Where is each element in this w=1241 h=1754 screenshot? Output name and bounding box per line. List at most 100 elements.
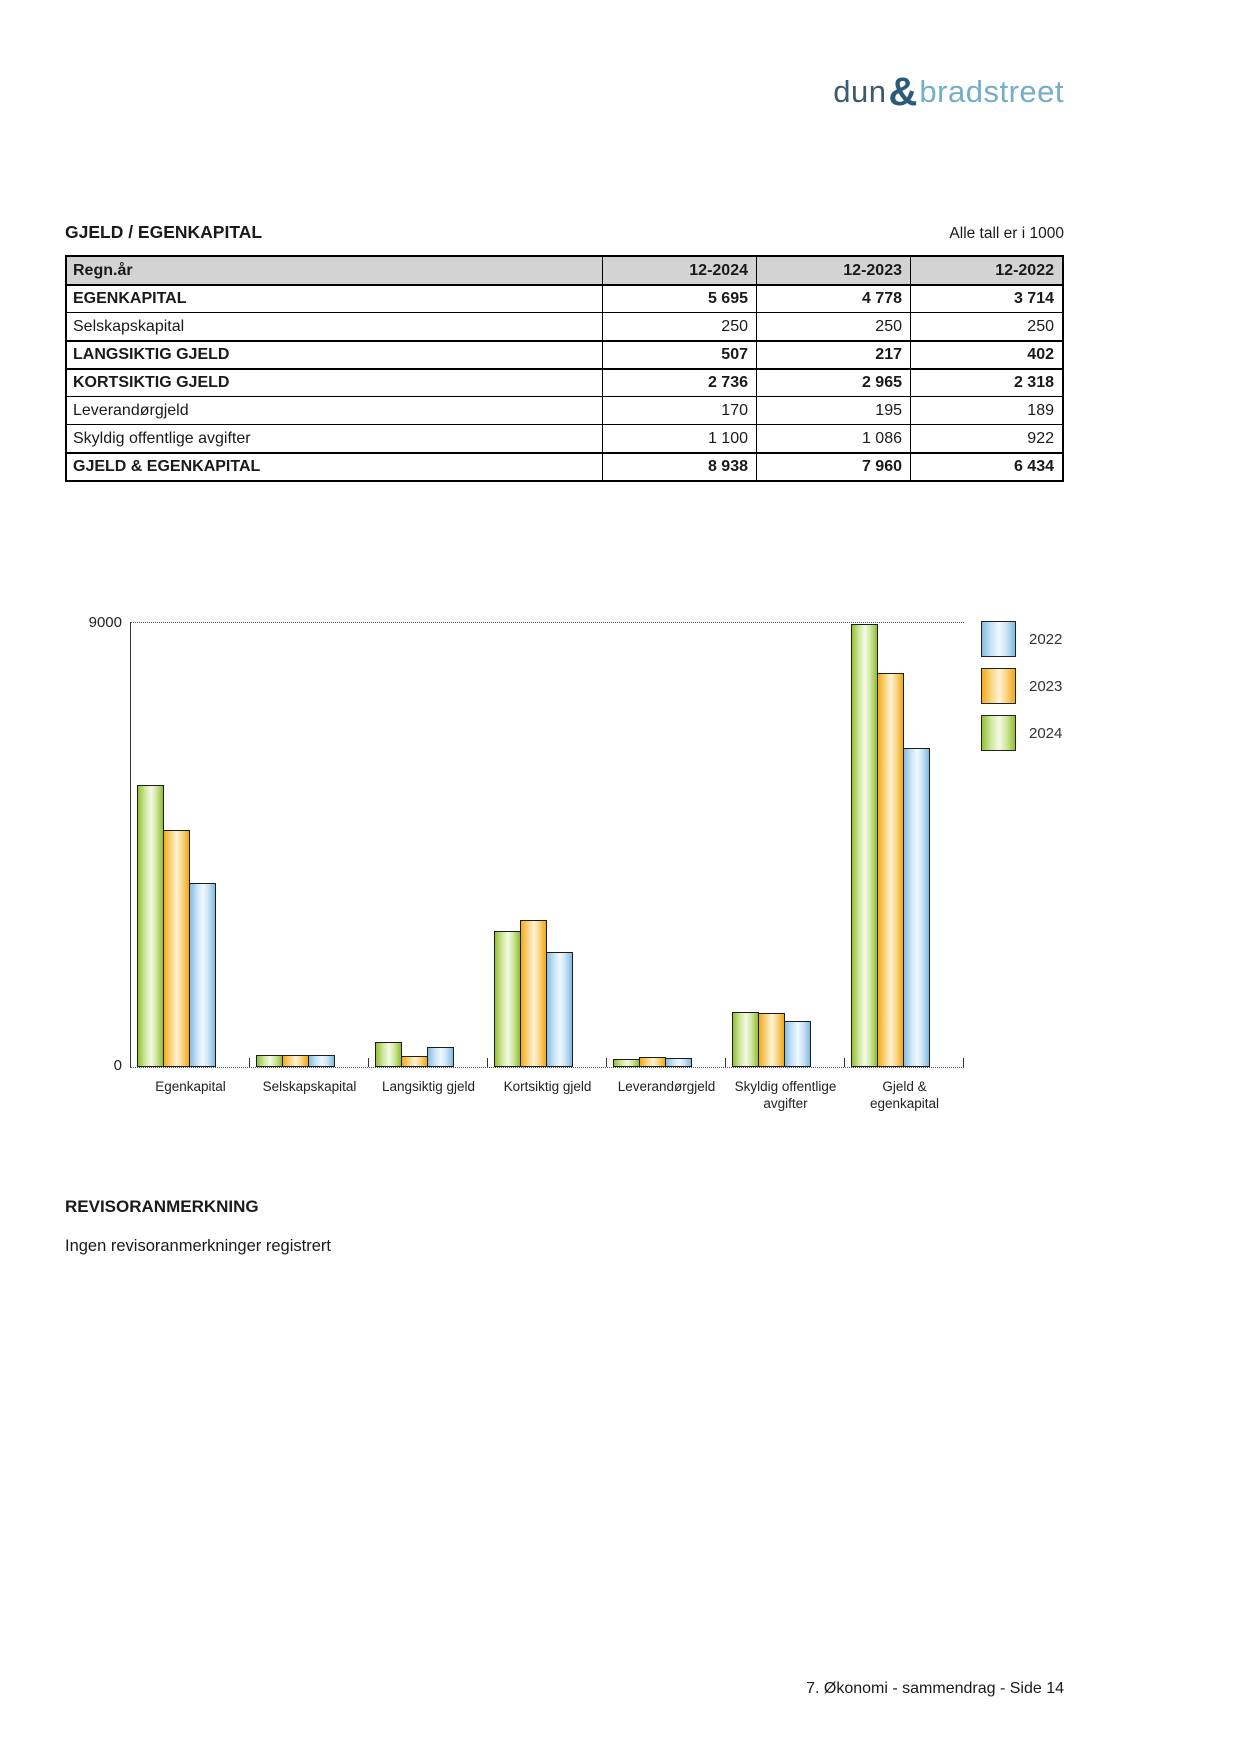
category-label: Selskapskapital xyxy=(262,1079,357,1094)
category-label: Kortsiktig gjeld xyxy=(503,1079,592,1094)
bar-group-gjeld-egenkapital: Gjeld & egenkapital xyxy=(845,623,964,1111)
row-value: 4 778 xyxy=(756,286,910,312)
table-row: Skyldig offentlige avgifter 1 100 1 086 922 xyxy=(67,424,1062,452)
row-value: 2 736 xyxy=(602,370,756,396)
row-value: 1 086 xyxy=(756,425,910,452)
x-axis-tick xyxy=(249,1058,250,1067)
bar-2024 xyxy=(256,1055,283,1067)
row-value: 402 xyxy=(910,342,1062,368)
row-label: Selskapskapital xyxy=(73,317,185,335)
column-header-year: 12-2024 xyxy=(602,257,756,284)
x-axis-tick xyxy=(606,1058,607,1067)
ampersand-icon: & xyxy=(888,70,918,114)
category-label: Leverandørgjeld xyxy=(617,1079,716,1094)
row-label: Leverandørgjeld xyxy=(73,401,189,419)
row-value: 250 xyxy=(602,313,756,340)
bar-2022 xyxy=(308,1055,335,1067)
legend-item-2024: 2024 xyxy=(981,715,1062,751)
legend-item-2023: 2023 xyxy=(981,668,1062,704)
y-axis-label-min: 0 xyxy=(113,1057,122,1074)
table-row: GJELD & EGENKAPITAL 8 938 7 960 6 434 xyxy=(67,452,1062,480)
table-header-row: Regn.år 12-2024 12-2023 12-2022 xyxy=(67,257,1062,284)
legend-item-2022: 2022 xyxy=(981,621,1062,657)
row-value: 922 xyxy=(910,425,1062,452)
table-row: LANGSIKTIG GJELD 507 217 402 xyxy=(67,340,1062,368)
page-title: GJELD / EGENKAPITAL xyxy=(65,222,263,242)
table-row: Leverandørgjeld 170 195 189 xyxy=(67,396,1062,424)
bar-2024 xyxy=(137,785,164,1067)
row-value: 7 960 xyxy=(756,454,910,480)
row-value: 6 434 xyxy=(910,454,1062,480)
bar-2023 xyxy=(520,920,547,1067)
row-value: 8 938 xyxy=(602,454,756,480)
bar-2023 xyxy=(282,1055,309,1067)
bar-2024 xyxy=(851,624,878,1067)
category-label: Gjeld & egenkapital xyxy=(869,1079,940,1111)
y-axis-label-max: 9000 xyxy=(88,614,122,631)
bar-group-skyldig-offentlige-avgifter: Skyldig offentlige avgifter xyxy=(726,623,845,1111)
x-axis-tick xyxy=(487,1058,488,1067)
row-label: Skyldig offentlige avgifter xyxy=(73,429,251,447)
category-label: Egenkapital xyxy=(155,1079,226,1094)
bar-chart-plot-area: Egenkapital Selskapskapital Langsiktig gje… xyxy=(130,622,964,1111)
logo-text-bradstreet: bradstreet xyxy=(919,74,1064,109)
x-axis-tick xyxy=(368,1058,369,1067)
bar-2022 xyxy=(784,1021,811,1067)
category-label: Skyldig offentlige avgifter xyxy=(734,1079,837,1111)
row-value: 3 714 xyxy=(910,286,1062,312)
row-value: 2 318 xyxy=(910,370,1062,396)
category-label: Langsiktig gjeld xyxy=(381,1079,476,1094)
bar-2022 xyxy=(189,883,216,1067)
row-label: LANGSIKTIG GJELD xyxy=(73,346,230,363)
bar-2022 xyxy=(903,748,930,1067)
row-value: 195 xyxy=(756,397,910,424)
bar-group-kortsiktig-gjeld: Kortsiktig gjeld xyxy=(488,623,607,1094)
logo-text-dun: dun xyxy=(833,74,887,109)
bar-2024 xyxy=(494,931,521,1067)
row-label: KORTSIKTIG GJELD xyxy=(73,374,230,391)
column-header-year: 12-2022 xyxy=(910,257,1062,284)
row-value: 507 xyxy=(602,342,756,368)
bar-2022 xyxy=(665,1058,692,1067)
legend-label: 2024 xyxy=(1029,724,1063,742)
bar-2023 xyxy=(401,1056,428,1067)
revisor-heading: REVISORANMERKNING xyxy=(65,1197,259,1216)
bar-group-egenkapital: Egenkapital xyxy=(131,623,250,1094)
bar-2024 xyxy=(732,1012,759,1067)
revisor-text: Ingen revisoranmerkninger registrert xyxy=(65,1237,331,1255)
row-value: 250 xyxy=(910,313,1062,340)
bar-2023 xyxy=(877,673,904,1067)
legend-swatch-2024 xyxy=(981,715,1016,751)
x-axis-tick xyxy=(725,1058,726,1067)
column-header-year: 12-2023 xyxy=(756,257,910,284)
row-value: 189 xyxy=(910,397,1062,424)
chart-legend: 2022 2023 2024 xyxy=(981,621,1062,751)
bar-2024 xyxy=(613,1059,640,1067)
row-value: 217 xyxy=(756,342,910,368)
bar-group-leverand-rgjeld: Leverandørgjeld xyxy=(607,623,726,1094)
row-value: 5 695 xyxy=(602,286,756,312)
row-value: 1 100 xyxy=(602,425,756,452)
dun-bradstreet-logo: dun&bradstreet xyxy=(833,70,1064,120)
page-footer: 7. Økonomi - sammendrag - Side 14 xyxy=(806,1680,1064,1697)
financial-table: Regn.år 12-2024 12-2023 12-2022 EGENKAPITAL 5… xyxy=(65,255,1064,482)
bar-2022 xyxy=(427,1047,454,1067)
row-label: GJELD & EGENKAPITAL xyxy=(73,458,261,475)
table-row: EGENKAPITAL 5 695 4 778 3 714 xyxy=(67,284,1062,312)
x-axis-tick xyxy=(844,1058,845,1067)
column-header-label: Regn.år xyxy=(73,261,133,279)
row-label: EGENKAPITAL xyxy=(73,290,187,307)
row-value: 2 965 xyxy=(756,370,910,396)
bar-2023 xyxy=(639,1057,666,1067)
bar-2024 xyxy=(375,1042,402,1067)
bar-group-langsiktig-gjeld: Langsiktig gjeld xyxy=(369,623,488,1094)
bar-2022 xyxy=(546,952,573,1067)
row-value: 250 xyxy=(756,313,910,340)
units-note: Alle tall er i 1000 xyxy=(949,225,1064,242)
bar-2023 xyxy=(758,1013,785,1067)
x-axis-tick xyxy=(963,1058,964,1067)
table-row: KORTSIKTIG GJELD 2 736 2 965 2 318 xyxy=(67,368,1062,396)
bar-2023 xyxy=(163,830,190,1067)
legend-swatch-2023 xyxy=(981,668,1016,704)
